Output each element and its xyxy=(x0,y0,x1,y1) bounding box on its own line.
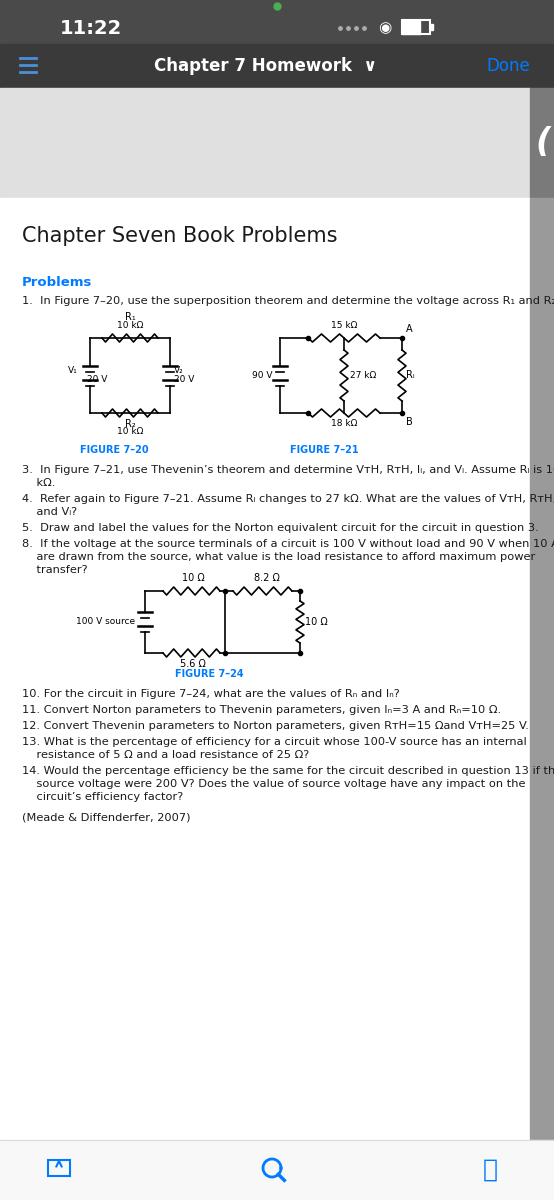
Text: 11:22: 11:22 xyxy=(60,18,122,37)
Text: ⓐ: ⓐ xyxy=(483,1158,497,1182)
Text: R₁: R₁ xyxy=(125,312,135,322)
Text: 5.  Draw and label the values for the Norton equivalent circuit for the circuit : 5. Draw and label the values for the Nor… xyxy=(22,523,538,533)
Text: (Meade & Diffenderfer, 2007): (Meade & Diffenderfer, 2007) xyxy=(22,812,191,822)
Text: 12. Convert Thevenin parameters to Norton parameters, given RᴛH=15 Ωand VᴛH=25 V: 12. Convert Thevenin parameters to Norto… xyxy=(22,721,529,731)
Text: 100 V source: 100 V source xyxy=(76,618,135,626)
Text: Done: Done xyxy=(486,56,530,74)
Bar xyxy=(530,88,554,198)
Bar xyxy=(0,44,554,88)
Bar xyxy=(430,24,433,30)
Text: transfer?: transfer? xyxy=(22,565,88,575)
Text: 8.  If the voltage at the source terminals of a circuit is 100 V without load an: 8. If the voltage at the source terminal… xyxy=(22,539,554,550)
Text: V₂: V₂ xyxy=(174,366,184,374)
Bar xyxy=(402,20,430,34)
Text: 10 Ω: 10 Ω xyxy=(305,617,328,626)
Text: 10 kΩ: 10 kΩ xyxy=(117,320,143,330)
Text: R₂: R₂ xyxy=(125,419,135,428)
Bar xyxy=(402,20,420,34)
Text: 8.2 Ω: 8.2 Ω xyxy=(254,572,280,583)
Text: 20 V: 20 V xyxy=(87,374,107,384)
Bar xyxy=(0,88,530,198)
Text: 90 V: 90 V xyxy=(252,371,272,380)
Text: 11. Convert Norton parameters to Thevenin parameters, given Iₙ=3 A and Rₙ=10 Ω.: 11. Convert Norton parameters to Theveni… xyxy=(22,704,501,715)
Text: 13. What is the percentage of efficiency for a circuit whose 100-V source has an: 13. What is the percentage of efficiency… xyxy=(22,737,527,746)
Text: FIGURE 7–21: FIGURE 7–21 xyxy=(290,445,358,455)
Text: FIGURE 7–20: FIGURE 7–20 xyxy=(80,445,148,455)
Text: 15 kΩ: 15 kΩ xyxy=(331,320,357,330)
Text: source voltage were 200 V? Does the value of source voltage have any impact on t: source voltage were 200 V? Does the valu… xyxy=(22,779,526,790)
Bar xyxy=(0,0,554,44)
Text: Rₗ: Rₗ xyxy=(406,371,414,380)
Text: kΩ.: kΩ. xyxy=(22,478,55,488)
Text: 20 V: 20 V xyxy=(174,374,194,384)
Bar xyxy=(48,1160,70,1176)
Text: V₁: V₁ xyxy=(68,366,78,374)
Text: Problems: Problems xyxy=(22,276,93,289)
Text: (: ( xyxy=(535,126,551,160)
Text: 27 kΩ: 27 kΩ xyxy=(350,371,376,380)
Text: B: B xyxy=(406,416,413,427)
Text: and Vₗ?: and Vₗ? xyxy=(22,506,77,517)
Text: ◉: ◉ xyxy=(378,20,392,36)
Text: resistance of 5 Ω and a load resistance of 25 Ω?: resistance of 5 Ω and a load resistance … xyxy=(22,750,309,760)
Bar xyxy=(530,198,554,1200)
Bar xyxy=(0,1140,554,1200)
Text: 18 kΩ: 18 kΩ xyxy=(331,419,357,428)
Text: 10 Ω: 10 Ω xyxy=(182,572,204,583)
Bar xyxy=(0,198,530,1200)
Text: are drawn from the source, what value is the load resistance to afford maximum p: are drawn from the source, what value is… xyxy=(22,552,535,562)
Text: 3.  In Figure 7–21, use Thevenin’s theorem and determine VᴛH, RᴛH, Iₗ, and Vₗ. A: 3. In Figure 7–21, use Thevenin’s theore… xyxy=(22,464,554,475)
Text: 5.6 Ω: 5.6 Ω xyxy=(180,659,206,670)
Text: 1.  In Figure 7–20, use the superposition theorem and determine the voltage acro: 1. In Figure 7–20, use the superposition… xyxy=(22,296,554,306)
Text: 10 kΩ: 10 kΩ xyxy=(117,427,143,436)
Text: circuit’s efficiency factor?: circuit’s efficiency factor? xyxy=(22,792,183,802)
Text: 10. For the circuit in Figure 7–24, what are the values of Rₙ and Iₙ?: 10. For the circuit in Figure 7–24, what… xyxy=(22,689,400,698)
Text: Chapter Seven Book Problems: Chapter Seven Book Problems xyxy=(22,226,337,246)
Text: A: A xyxy=(406,324,413,334)
Text: FIGURE 7–24: FIGURE 7–24 xyxy=(175,670,244,679)
Text: 4.  Refer again to Figure 7–21. Assume Rₗ changes to 27 kΩ. What are the values : 4. Refer again to Figure 7–21. Assume Rₗ… xyxy=(22,494,554,504)
Text: 14. Would the percentage efficiency be the same for the circuit described in que: 14. Would the percentage efficiency be t… xyxy=(22,766,554,776)
Text: Chapter 7 Homework  ∨: Chapter 7 Homework ∨ xyxy=(153,56,377,74)
